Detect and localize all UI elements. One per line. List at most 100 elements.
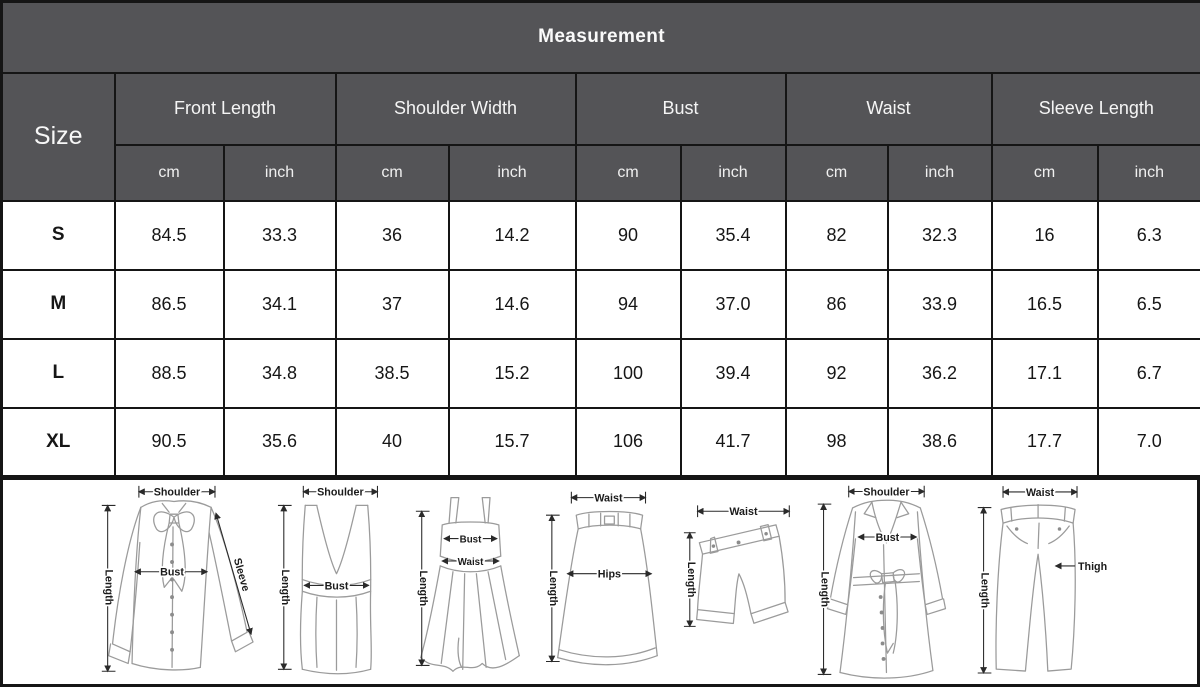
skirt-sketch: Waist Length Hips	[545, 491, 658, 666]
value-cell: 6.5	[1096, 268, 1200, 340]
unit-cell-cm: cm	[113, 143, 225, 202]
group-header-sleeve-length: Sleeve Length	[990, 71, 1200, 146]
value-cell: 16.5	[990, 268, 1099, 340]
value-cell: 14.2	[447, 199, 577, 271]
size-cell: L	[0, 337, 116, 409]
blouse-bust-label: Bust	[160, 567, 184, 579]
unit-cell-inch: inch	[679, 143, 787, 202]
value-cell: 17.1	[990, 337, 1099, 409]
tank-length-label: Length	[279, 569, 291, 605]
tank-top-figure: Shoulder Length Bust	[270, 482, 402, 682]
table-row-s: S 84.5 33.3 36 14.2 90 35.4 82 32.3 16 6…	[0, 199, 1200, 271]
pants-thigh-label: Thigh	[1078, 561, 1107, 573]
value-cell: 40	[334, 406, 450, 478]
skirt-figure: Waist Length Hips	[540, 482, 672, 682]
shorts-waist-label: Waist	[729, 506, 758, 518]
value-cell: 35.4	[679, 199, 787, 271]
value-cell: 86	[784, 268, 889, 340]
value-cell: 17.7	[990, 406, 1099, 478]
tank-bust-label: Bust	[325, 580, 349, 592]
tank-top-sketch: Shoulder Length Bust	[277, 485, 379, 675]
size-chart-table: Measurement Size Front Length Shoulder W…	[0, 0, 1200, 478]
value-cell: 92	[784, 337, 889, 409]
blouse-length-label: Length	[103, 569, 115, 605]
size-column-header: Size	[0, 71, 116, 202]
group-header-waist: Waist	[784, 71, 993, 146]
value-cell: 98	[784, 406, 889, 478]
size-cell: S	[0, 199, 116, 271]
unit-header-row: cm inch cm inch cm inch cm inch cm inch	[2, 143, 1200, 202]
blouse-figure: Shoulder Length Bust Sleeve	[86, 482, 262, 682]
value-cell: 37	[334, 268, 450, 340]
value-cell: 7.0	[1096, 406, 1200, 478]
tank-shoulder-label: Shoulder	[317, 487, 364, 499]
pants-length-label: Length	[979, 572, 991, 608]
unit-cell-inch: inch	[222, 143, 337, 202]
value-cell: 15.2	[447, 337, 577, 409]
skirt-hips-label: Hips	[598, 569, 621, 581]
group-header-front-length: Front Length	[113, 71, 337, 146]
value-cell: 100	[574, 337, 682, 409]
cami-dress-sketch: Length Bust Waist	[415, 496, 520, 672]
title-row: Measurement	[0, 0, 1200, 74]
shorts-sketch: Waist Length	[683, 504, 791, 628]
unit-cell-inch: inch	[1096, 143, 1200, 202]
value-cell: 15.7	[447, 406, 577, 478]
group-header-row: Size Front Length Shoulder Width Bust Wa…	[0, 71, 1200, 202]
value-cell: 94	[574, 268, 682, 340]
value-cell: 14.6	[447, 268, 577, 340]
value-cell: 86.5	[113, 268, 225, 340]
value-cell: 84.5	[113, 199, 225, 271]
coat-length-label: Length	[819, 572, 831, 607]
group-header-bust: Bust	[574, 71, 787, 146]
value-cell: 6.7	[1096, 337, 1200, 409]
value-cell: 36.2	[886, 337, 993, 409]
value-cell: 88.5	[113, 337, 225, 409]
value-cell: 38.6	[886, 406, 993, 478]
dress-bust-label: Bust	[460, 534, 482, 545]
dress-waist-label: Waist	[458, 557, 484, 568]
blouse-sketch: Shoulder Length Bust Sleeve	[101, 485, 254, 673]
dress-length-label: Length	[417, 570, 429, 606]
value-cell: 39.4	[679, 337, 787, 409]
table-row-xl: XL 90.5 35.6 40 15.7 106 41.7 98 38.6 17…	[0, 406, 1200, 478]
unit-cell-inch: inch	[447, 143, 577, 202]
value-cell: 34.1	[222, 268, 337, 340]
value-cell: 35.6	[222, 406, 337, 478]
skirt-waist-label: Waist	[594, 493, 623, 505]
group-header-shoulder-width: Shoulder Width	[334, 71, 577, 146]
table-row-l: L 88.5 34.8 38.5 15.2 100 39.4 92 36.2 1…	[0, 337, 1200, 409]
shorts-figure: Waist Length	[680, 482, 802, 682]
value-cell: 82	[784, 199, 889, 271]
unit-cell-cm: cm	[334, 143, 450, 202]
value-cell: 16	[990, 199, 1099, 271]
blouse-shoulder-label: Shoulder	[154, 487, 201, 499]
coat-bust-label: Bust	[876, 532, 900, 544]
pants-sketch: Waist Length Thigh	[977, 485, 1109, 675]
measurement-guide-strip: Shoulder Length Bust Sleeve Shoulder L	[0, 478, 1200, 687]
value-cell: 33.9	[886, 268, 993, 340]
table-row-m: M 86.5 34.1 37 14.6 94 37.0 86 33.9 16.5…	[0, 268, 1200, 340]
value-cell: 41.7	[679, 406, 787, 478]
value-cell: 38.5	[334, 337, 450, 409]
unit-cell-cm: cm	[990, 143, 1099, 202]
pants-waist-label: Waist	[1026, 487, 1055, 499]
coat-figure: Shoulder Length Bust	[810, 482, 960, 682]
pants-figure: Waist Length Thigh	[968, 482, 1114, 682]
size-cell: M	[0, 268, 116, 340]
value-cell: 32.3	[886, 199, 993, 271]
value-cell: 34.8	[222, 337, 337, 409]
value-cell: 90	[574, 199, 682, 271]
unit-cell-cm: cm	[574, 143, 682, 202]
value-cell: 33.3	[222, 199, 337, 271]
value-cell: 90.5	[113, 406, 225, 478]
value-cell: 106	[574, 406, 682, 478]
shorts-length-label: Length	[685, 562, 697, 598]
unit-cell-cm: cm	[784, 143, 889, 202]
size-cell: XL	[0, 406, 116, 478]
coat-sketch: Shoulder Length Bust	[817, 485, 947, 679]
coat-shoulder-label: Shoulder	[863, 486, 909, 498]
unit-cell-inch: inch	[886, 143, 993, 202]
cami-dress-figure: Length Bust Waist	[410, 482, 532, 682]
skirt-length-label: Length	[547, 570, 559, 606]
